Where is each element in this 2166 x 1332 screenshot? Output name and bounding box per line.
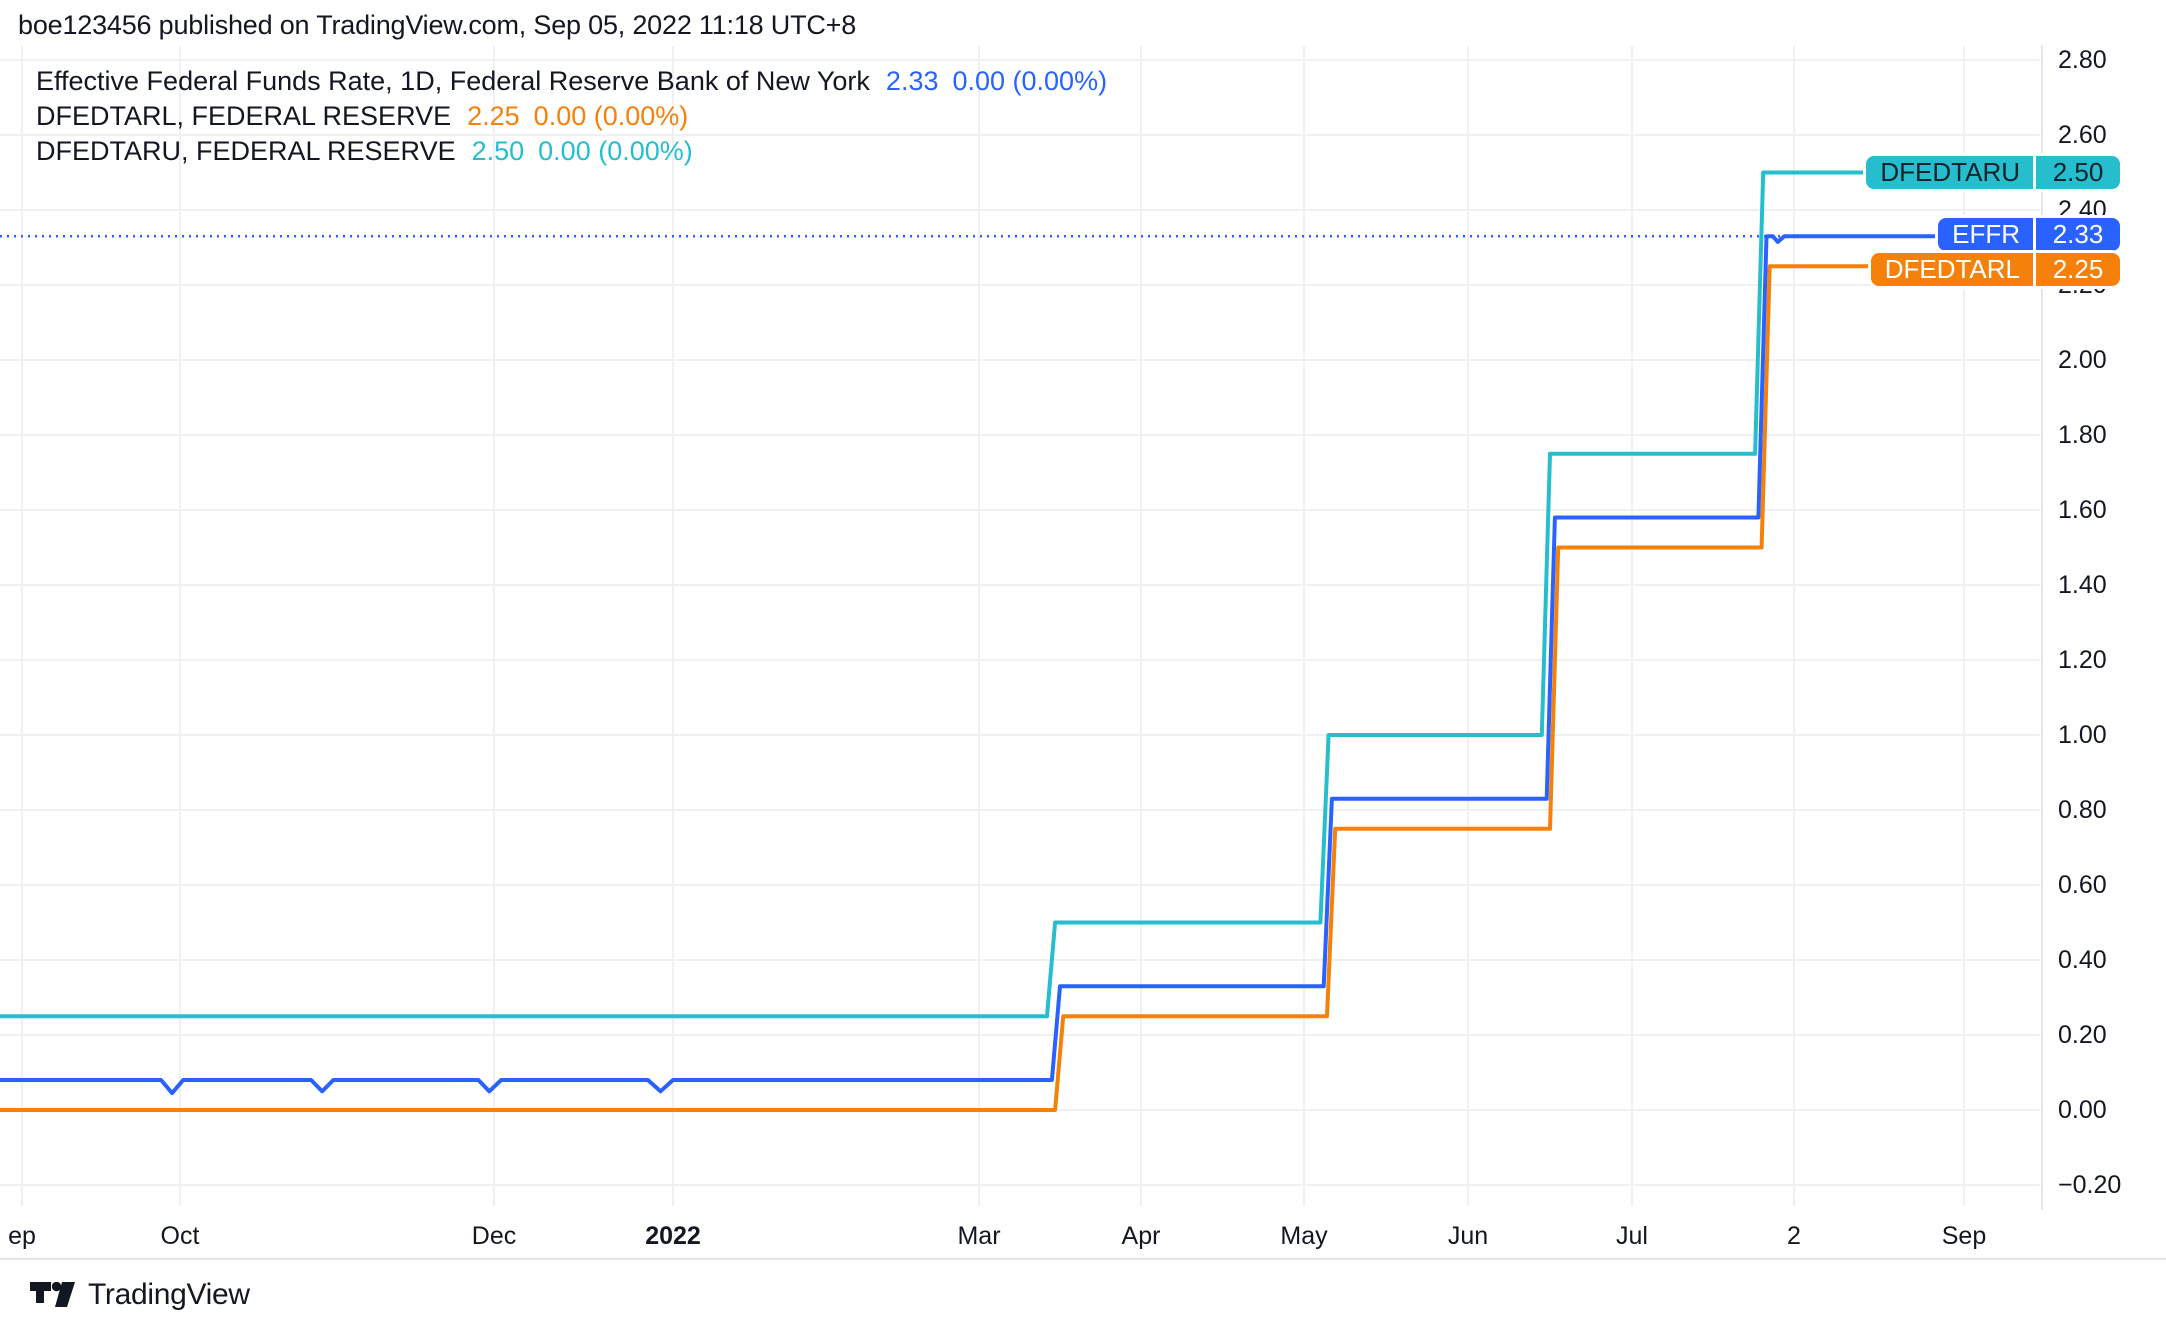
series-change: 0.00 (0.00%) (533, 101, 689, 131)
legend-row-dfedtarl[interactable]: DFEDTARL, FEDERAL RESERVE 2.25 0.00 (0.0… (36, 99, 1107, 134)
time-tick-label[interactable]: ep (8, 1222, 36, 1250)
time-tick-label[interactable]: Jun (1447, 1222, 1489, 1250)
time-tick-label[interactable]: Sep (1941, 1222, 1987, 1250)
legend-row-dfedtaru[interactable]: DFEDTARU, FEDERAL RESERVE 2.50 0.00 (0.0… (36, 134, 1107, 169)
price-tick-label: 1.00 (2058, 721, 2107, 749)
price-axis-border (2041, 45, 2043, 1258)
price-tick-label: 0.00 (2058, 1096, 2107, 1124)
series-line-dfedtaru[interactable] (0, 170, 1987, 1019)
series-last-value: 2.50 (471, 136, 525, 166)
series-change: 0.00 (0.00%) (952, 66, 1108, 96)
time-tick-label[interactable]: Dec (471, 1222, 517, 1250)
series-change: 0.00 (0.00%) (538, 136, 693, 166)
price-flag-value: 2.33 (2036, 217, 2120, 251)
price-axis[interactable]: 2.802.602.402.202.001.801.601.401.201.00… (2040, 0, 2166, 1258)
time-tick-label[interactable]: Oct (160, 1222, 200, 1250)
price-tick-label: 0.80 (2058, 796, 2107, 824)
price-flag-series-label: DFEDTARU (1866, 156, 2034, 189)
time-tick-label[interactable]: 2022 (645, 1222, 701, 1250)
series-title: DFEDTARU, FEDERAL RESERVE (36, 136, 456, 166)
series-title: Effective Federal Funds Rate, 1D, Federa… (36, 66, 870, 96)
legend-row-effr[interactable]: Effective Federal Funds Rate, 1D, Federa… (36, 64, 1107, 99)
price-flag-series-label: DFEDTARL (1870, 252, 2034, 286)
series-last-value: 2.25 (467, 101, 520, 131)
time-tick-label[interactable]: Mar (957, 1222, 1001, 1250)
time-axis[interactable]: ep Oct Dec 2022 Mar Apr May Jun Jul 2 Sep (0, 1210, 2166, 1260)
price-flag-effr[interactable]: EFFR 2.33 (1938, 217, 2120, 251)
price-tick-label: 2.80 (2058, 46, 2107, 74)
price-flag-value: 2.25 (2036, 252, 2120, 286)
price-tick-label: 0.40 (2058, 946, 2107, 974)
price-flag-dfedtarl[interactable]: DFEDTARL 2.25 (1870, 252, 2120, 286)
price-tick-label: 2.60 (2058, 121, 2107, 149)
price-tick-label: 1.80 (2058, 421, 2107, 449)
price-tick-label: 2.00 (2058, 346, 2107, 374)
price-tick-label: 0.60 (2058, 871, 2107, 899)
tradingview-logo-text[interactable]: TradingView (88, 1278, 250, 1311)
tradingview-logo-icon[interactable] (30, 1282, 76, 1308)
price-tick-label: −0.20 (2058, 1171, 2122, 1199)
publish-header: boe123456 published on TradingView.com, … (18, 10, 857, 40)
series-title: DFEDTARL, FEDERAL RESERVE (36, 101, 452, 131)
time-tick-label[interactable]: Apr (1121, 1222, 1161, 1250)
time-tick-label[interactable]: Jul (1616, 1222, 1648, 1250)
series-line-effr[interactable] (0, 234, 1987, 1096)
price-flag-dfedtaru[interactable]: DFEDTARU 2.50 (1866, 156, 2120, 189)
legend: Effective Federal Funds Rate, 1D, Federa… (36, 64, 1107, 169)
price-flag-value: 2.50 (2036, 156, 2120, 189)
time-tick-label[interactable]: May (1280, 1222, 1328, 1250)
plot-area[interactable] (0, 0, 2040, 1212)
footer: TradingView (30, 1278, 250, 1312)
series-last-value: 2.33 (885, 66, 939, 96)
price-tick-label: 1.60 (2058, 496, 2107, 524)
price-tick-label: 1.20 (2058, 646, 2107, 674)
price-tick-label: 0.20 (2058, 1021, 2107, 1049)
time-tick-label[interactable]: 2 (1787, 1222, 1801, 1250)
price-flag-series-label: EFFR (1938, 217, 2034, 251)
series-line-dfedtarl[interactable] (0, 264, 1987, 1112)
price-tick-label: 1.40 (2058, 571, 2107, 599)
